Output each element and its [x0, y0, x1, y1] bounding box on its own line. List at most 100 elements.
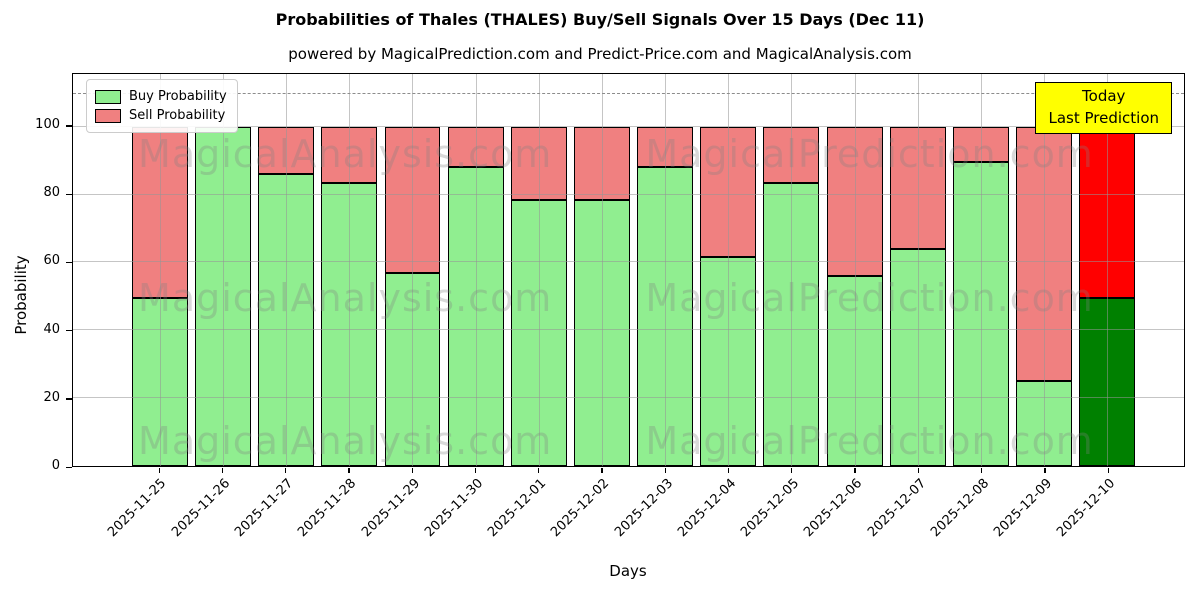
- bar-2025-11-27: [258, 126, 315, 466]
- buy-segment: [1079, 298, 1136, 466]
- today-annotation-line1: Today: [1082, 87, 1126, 105]
- bar-2025-12-05: [763, 126, 820, 466]
- x-tick-label-text: 2025-11-28: [295, 476, 360, 541]
- x-tick-label-text: 2025-11-25: [105, 476, 170, 541]
- sell-segment: [1079, 126, 1136, 299]
- vertical-gridline: [538, 74, 540, 466]
- bar-2025-12-02: [573, 126, 630, 466]
- x-tick-mark: [1107, 468, 1109, 473]
- y-tick-label: 0: [51, 458, 60, 473]
- y-axis-label: Probability: [12, 255, 30, 335]
- buy-segment: [510, 199, 567, 466]
- x-axis-label: Days: [609, 562, 647, 580]
- x-tick-label-text: 2025-12-06: [801, 476, 866, 541]
- vertical-gridline: [854, 74, 856, 466]
- x-tick-mark: [664, 468, 666, 473]
- watermark-magicalanalysis: MagicalAnalysis.com: [138, 131, 553, 176]
- bar-2025-11-30: [447, 126, 504, 466]
- x-tick-mark: [285, 468, 287, 473]
- sell-segment: [321, 126, 378, 183]
- y-tick-mark: [66, 330, 72, 332]
- bar-2025-12-03: [637, 126, 694, 466]
- x-tick-label-text: 2025-11-27: [232, 476, 297, 541]
- vertical-gridline: [1107, 74, 1109, 466]
- x-tick-label-text: 2025-12-01: [485, 476, 550, 541]
- chart-title: Probabilities of Thales (THALES) Buy/Sel…: [275, 10, 925, 29]
- buy-segment: [700, 257, 757, 466]
- x-tick-mark: [727, 468, 730, 473]
- watermark-magicalprediction: MagicalPrediction.com: [645, 275, 1094, 320]
- chart-subtitle: powered by MagicalPrediction.com and Pre…: [288, 45, 912, 63]
- buy-segment: [447, 167, 504, 466]
- horizontal-gridline: [73, 329, 1184, 331]
- x-tick-label-text: 2025-12-02: [548, 476, 613, 541]
- buy-segment: [763, 182, 820, 466]
- legend-item-sell: Sell Probability: [95, 106, 227, 125]
- buy-segment: [826, 275, 883, 466]
- x-tick-label-text: 2025-11-30: [421, 476, 486, 541]
- x-tick-label-text: 2025-12-07: [864, 476, 929, 541]
- buy-segment: [637, 167, 694, 466]
- x-tick-mark: [348, 468, 350, 473]
- sell-segment: [384, 126, 441, 273]
- today-annotation-line2: Last Prediction: [1048, 108, 1159, 127]
- x-tick-mark: [158, 468, 160, 473]
- watermark-magicalanalysis: MagicalAnalysis.com: [138, 275, 553, 320]
- watermark-magicalprediction: MagicalPrediction.com: [645, 419, 1094, 464]
- vertical-gridline: [412, 74, 414, 466]
- bar-2025-12-01: [510, 126, 567, 466]
- horizontal-gridline: [73, 397, 1184, 399]
- y-tick-mark: [66, 398, 72, 400]
- buy-segment: [384, 272, 441, 466]
- sell-segment: [889, 126, 946, 249]
- x-tick-label-text: 2025-12-08: [928, 476, 993, 541]
- buy-segment: [573, 199, 630, 466]
- buy-segment: [258, 174, 315, 466]
- today-annotation: Today Last Prediction: [1035, 82, 1172, 134]
- sell-probability-swatch: [95, 108, 121, 123]
- y-tick-mark: [66, 466, 72, 468]
- x-tick-label-text: 2025-12-03: [611, 476, 676, 541]
- bar-2025-11-28: [321, 126, 378, 466]
- buy-segment: [321, 182, 378, 466]
- vertical-gridline: [475, 74, 477, 466]
- horizontal-gridline: [73, 261, 1184, 263]
- bar-2025-12-08: [952, 126, 1009, 466]
- legend-item-buy: Buy Probability: [95, 87, 227, 106]
- vertical-gridline: [222, 74, 224, 466]
- watermark-magicalprediction: MagicalPrediction.com: [645, 131, 1094, 176]
- x-tick-mark: [601, 468, 603, 473]
- bar-2025-12-10: [1079, 126, 1136, 466]
- y-tick-label: 100: [35, 116, 60, 132]
- x-tick-mark: [474, 468, 477, 473]
- x-tick-mark: [411, 468, 413, 473]
- x-tick-mark: [981, 468, 983, 473]
- vertical-gridline: [286, 74, 288, 466]
- x-tick-label-text: 2025-12-10: [1054, 476, 1119, 541]
- buy-segment: [889, 248, 946, 466]
- y-tick-label: 20: [43, 389, 60, 405]
- x-tick-mark: [917, 468, 920, 473]
- y-tick-mark: [66, 125, 72, 127]
- x-tick-label-text: 2025-12-05: [738, 476, 803, 541]
- vertical-gridline: [1044, 74, 1046, 466]
- y-tick-label: 60: [43, 253, 60, 269]
- plot-area: MagicalAnalysis.com MagicalPrediction.com…: [72, 73, 1185, 467]
- vertical-gridline: [791, 74, 793, 466]
- sell-segment: [510, 126, 567, 200]
- watermark-magicalanalysis: MagicalAnalysis.com: [138, 419, 553, 464]
- sell-segment: [826, 126, 883, 276]
- sell-segment: [447, 126, 504, 168]
- y-tick-mark: [66, 261, 72, 264]
- x-tick-mark: [854, 468, 856, 473]
- vertical-gridline: [601, 74, 603, 466]
- bar-2025-12-09: [1016, 126, 1072, 466]
- sell-segment: [763, 126, 820, 183]
- sell-segment: [1016, 126, 1072, 382]
- horizontal-gridline: [73, 125, 1184, 127]
- buy-probability-swatch: [95, 89, 121, 104]
- sell-segment: [258, 126, 315, 175]
- x-tick-label-text: 2025-11-29: [358, 476, 423, 541]
- x-tick-mark: [538, 468, 540, 473]
